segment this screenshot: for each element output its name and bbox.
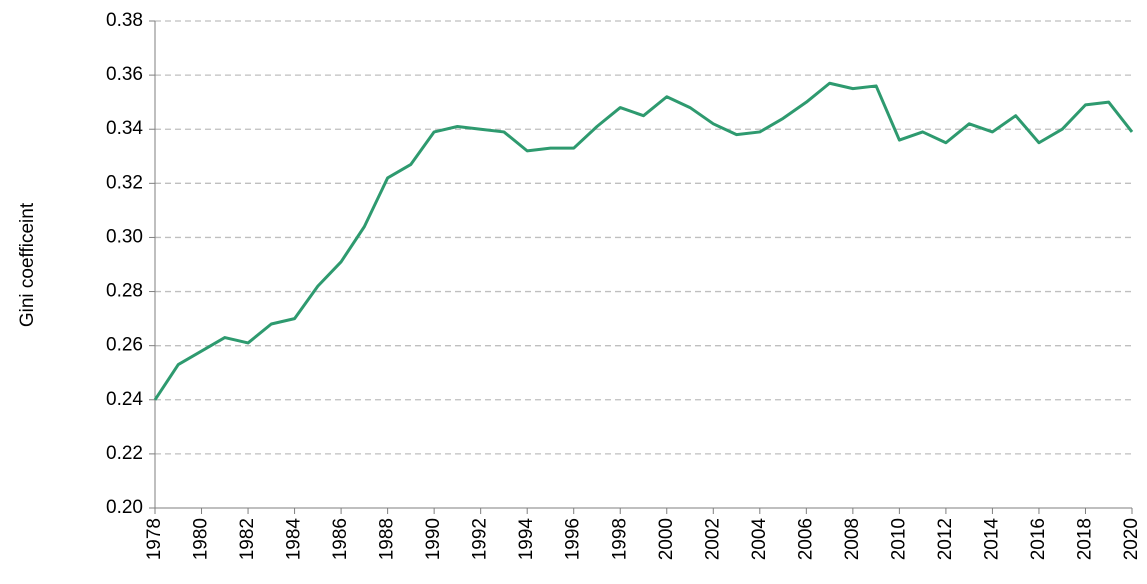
- x-tick-label: 2014: [981, 518, 1002, 561]
- x-tick-label: 2004: [749, 518, 770, 561]
- x-tick-label: 2002: [702, 518, 723, 560]
- x-tick-label: 2000: [656, 518, 677, 560]
- y-tick-label: 0.28: [106, 281, 143, 302]
- y-tick-label: 0.26: [106, 335, 143, 356]
- x-tick-label: 2020: [1121, 518, 1142, 560]
- y-tick-label: 0.38: [106, 10, 143, 31]
- x-tick-label: 1992: [470, 518, 491, 560]
- x-tick-label: 2016: [1028, 518, 1049, 560]
- x-tick-label: 1982: [237, 518, 258, 560]
- y-tick-label: 0.22: [106, 443, 143, 464]
- y-tick-label: 0.32: [106, 172, 143, 193]
- x-tick-label: 1986: [330, 518, 351, 560]
- x-tick-label: 2018: [1074, 518, 1095, 560]
- y-tick-label: 0.20: [106, 497, 143, 518]
- x-tick-label: 1988: [377, 518, 398, 560]
- data-line: [153, 81, 1134, 401]
- y-tick-label: 0.36: [106, 64, 143, 85]
- x-tick-label: 1994: [516, 518, 537, 561]
- y-tick-label: 0.24: [106, 389, 143, 410]
- x-tick-label: 2008: [842, 518, 863, 560]
- y-tick-label: 0.34: [106, 118, 143, 139]
- x-tick-label: 2012: [935, 518, 956, 560]
- x-tick-label: 1990: [423, 518, 444, 560]
- x-tick-label: 2010: [888, 518, 909, 560]
- x-tick-label: 1998: [609, 518, 630, 560]
- x-tick-label: 2006: [795, 518, 816, 560]
- x-tick-label: 1996: [563, 518, 584, 560]
- x-tick-label: 1984: [284, 518, 305, 561]
- x-tick-label: 1978: [144, 518, 165, 560]
- y-axis-label: Gini coefficeint: [17, 202, 38, 327]
- y-tick-label: 0.30: [106, 226, 143, 247]
- x-tick-label: 1980: [191, 518, 212, 560]
